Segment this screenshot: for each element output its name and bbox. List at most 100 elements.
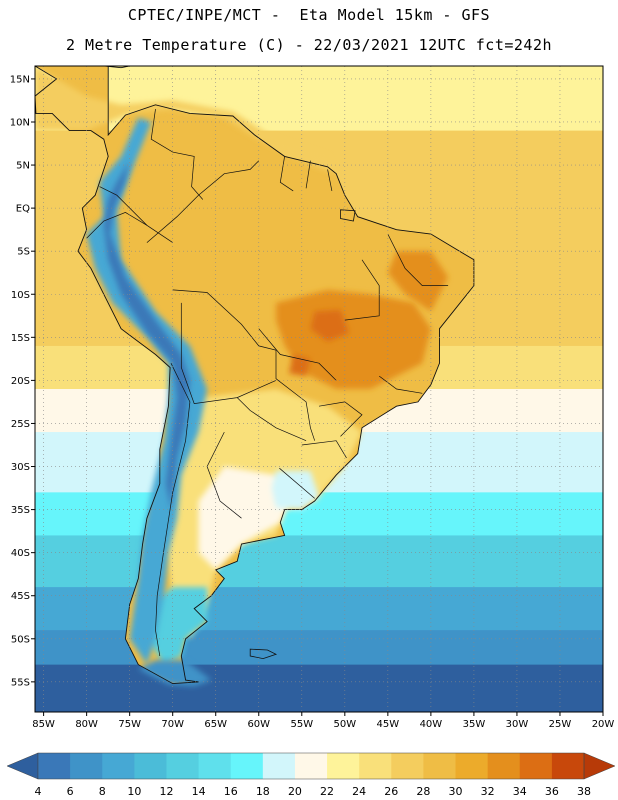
border-line-4: [279, 467, 315, 499]
colorbar-segment: [359, 753, 392, 779]
colorbar-tick-label: 16: [224, 785, 238, 798]
lon-tick-label: 50W: [334, 719, 357, 730]
lat-tick-label: 10N: [10, 117, 30, 128]
colorbar-tick-label: 38: [577, 785, 591, 798]
border-line-5: [155, 363, 191, 657]
border-line-8: [150, 109, 204, 200]
colorbar-arrow-low: [6, 752, 39, 780]
colorbar-tick-label: 22: [320, 785, 334, 798]
colorbar-segment: [70, 753, 103, 779]
colorbar-segment: [423, 753, 457, 779]
border-line-16: [301, 440, 347, 459]
ocean-band-8: [35, 630, 603, 666]
colorbar-segment: [294, 753, 328, 779]
lat-tick-label: 20S: [11, 376, 30, 387]
lat-tick-label: 45S: [11, 591, 30, 602]
colorbar-tick-label: 10: [127, 785, 141, 798]
colorbar-tick-label: 8: [99, 785, 106, 798]
colorbar-segment: [102, 753, 135, 779]
hot-spot-1: [310, 309, 350, 342]
colorbar-segment: [327, 753, 360, 779]
colorbar-segment: [455, 753, 489, 779]
lon-tick-label: 25W: [549, 719, 572, 730]
map-title-line-1: CPTEC/INPE/MCT - Eta Model 15km - GFS: [127, 6, 491, 24]
border-line-13: [344, 259, 380, 321]
map-title-line-2: 2 Metre Temperature (C) - 22/03/2021 12U…: [65, 36, 553, 54]
lat-tick-label: 40S: [11, 548, 30, 559]
lat-tick-label: 30S: [11, 462, 30, 473]
colorbar-segment: [262, 753, 296, 779]
lat-tick-label: 15S: [11, 333, 30, 344]
border-line-3: [236, 397, 307, 442]
lat-tick-label: 10S: [11, 290, 30, 301]
colorbar-segment: [391, 753, 424, 779]
land-temperature-field: [35, 66, 474, 687]
colorbar-segment: [166, 753, 200, 779]
pampas-mild: [198, 466, 294, 570]
lat-tick-label: 25S: [11, 419, 30, 430]
lon-tick-label: 45W: [377, 719, 400, 730]
colorbar-tick-label: 28: [416, 785, 430, 798]
colorbar-tick-label: 20: [288, 785, 302, 798]
ocean-band-6: [35, 535, 603, 589]
colorbar-segment: [38, 753, 71, 779]
uruguay-cool: [271, 470, 319, 510]
north-coast-region: [35, 66, 337, 174]
colorbar-segment: [230, 753, 264, 779]
cuba-jamaica: [103, 66, 130, 69]
map-frame: [34, 65, 604, 713]
colorbar-tick-label: 12: [159, 785, 173, 798]
lat-lon-grid: [35, 66, 603, 712]
continent-base: [35, 66, 474, 684]
lat-tick-label: 35S: [11, 505, 30, 516]
lon-tick-label: 75W: [118, 719, 141, 730]
colorbar-tick-label: 30: [449, 785, 463, 798]
lon-tick-label: 60W: [247, 719, 270, 730]
colorbar-tick-label: 36: [545, 785, 559, 798]
border-line-7: [99, 186, 173, 243]
border-line-2: [180, 302, 277, 404]
lat-tick-label: 55S: [11, 677, 30, 688]
lon-tick-label: 55W: [290, 719, 313, 730]
lon-tick-label: 85W: [32, 719, 55, 730]
map-area: [35, 66, 603, 712]
colorbar-tick-label: 6: [67, 785, 74, 798]
lat-tick-label: 5N: [16, 161, 30, 172]
marajo-island: [340, 209, 356, 222]
andes-high: [103, 160, 190, 510]
ocean-band-5: [35, 492, 603, 537]
ocean-band-7: [35, 587, 603, 632]
tierra-del-fuego: [138, 660, 212, 687]
colorbar-tick-label: 26: [384, 785, 398, 798]
lon-tick-label: 70W: [161, 719, 184, 730]
colorbar-arrow-high: [583, 752, 616, 780]
border-line-10: [305, 160, 311, 189]
lon-tick-label: 40W: [420, 719, 443, 730]
colorbar-tick-label: 24: [352, 785, 366, 798]
lat-tick-label: 15N: [10, 74, 30, 85]
colorbar-segment: [198, 753, 232, 779]
lon-tick-label: 65W: [204, 719, 227, 730]
colorbar-tick-label: 34: [513, 785, 527, 798]
latitude-axis: 15N 10N 5N EQ 5S 10S 15S 20S 25S 30S 35S 40S 45S 50S 5…: [10, 74, 35, 688]
lat-tick-label: 50S: [11, 634, 30, 645]
lat-tick-label: 5S: [17, 247, 30, 258]
colorbar-segment: [551, 753, 585, 779]
border-line-6: [86, 212, 148, 239]
colorbar-segment: [519, 753, 553, 779]
border-line-11: [327, 169, 333, 191]
border-line-18: [378, 375, 423, 394]
colorbar-tick-label: 14: [192, 785, 206, 798]
colorbar-tick-label: 18: [256, 785, 270, 798]
lon-tick-label: 30W: [506, 719, 529, 730]
lon-tick-label: 80W: [75, 719, 98, 730]
falkland-islands: [249, 648, 278, 660]
border-line-17: [206, 431, 242, 519]
colorbar: 4 6 8 10 12 14 16 18 20 22 24 26 28 30 32 34 36 38: [6, 752, 616, 798]
colorbar-segment: [134, 753, 167, 779]
border-line-14: [387, 233, 449, 286]
border-line-12: [258, 328, 337, 381]
colorbar-frame: [37, 752, 585, 780]
ocean-band-9: [35, 664, 603, 712]
